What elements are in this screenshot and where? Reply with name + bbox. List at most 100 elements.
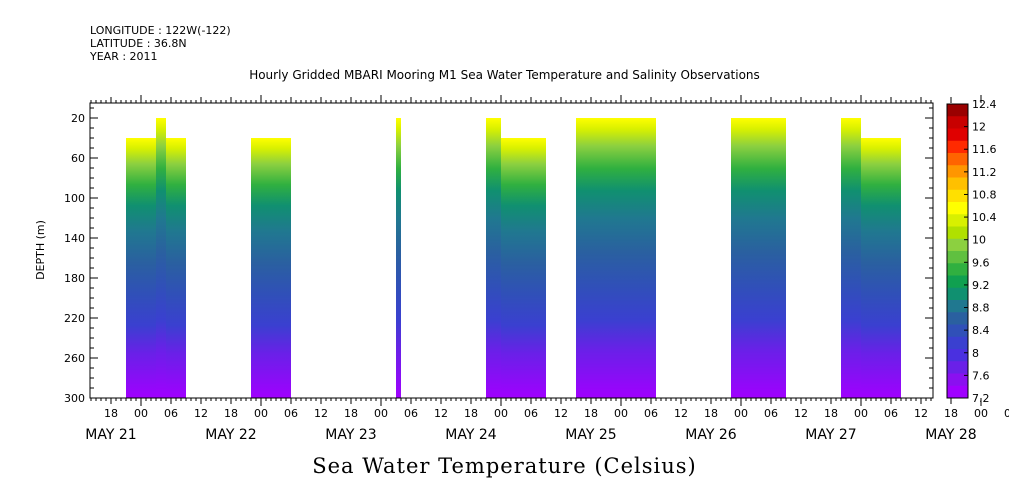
colorbar-segment	[947, 202, 968, 215]
x-tick-label: 18	[344, 407, 358, 420]
x-day-label: MAY 27	[805, 427, 856, 443]
x-tick-label: 18	[104, 407, 118, 420]
colorbar-label: 9.6	[972, 256, 990, 269]
colorbar-segment	[947, 189, 968, 203]
data-block	[396, 118, 401, 398]
x-tick-label: 12	[794, 407, 808, 420]
colorbar-segment	[947, 312, 968, 325]
colorbar-segment	[947, 153, 968, 166]
x-tick-label: 18	[824, 407, 838, 420]
colorbar-label: 7.6	[972, 369, 990, 382]
colorbar-segment	[947, 165, 968, 178]
y-tick-label: 140	[64, 232, 85, 245]
data-block	[486, 118, 546, 398]
colorbar-segment	[947, 336, 968, 350]
colorbar-label: 12	[972, 121, 986, 134]
chart-title: Hourly Gridded MBARI Mooring M1 Sea Wate…	[249, 68, 760, 82]
colorbar-label: 10.4	[972, 211, 997, 224]
x-tick-label: 06	[764, 407, 778, 420]
colorbar-frame	[946, 103, 969, 399]
colorbar-segment	[947, 104, 968, 117]
data-block	[731, 118, 786, 398]
y-tick-label: 220	[64, 312, 85, 325]
x-tick-label: 00	[254, 407, 268, 420]
colorbar-segment	[947, 263, 968, 276]
x-day-label: MAY 28	[925, 427, 976, 443]
colorbar-segment	[947, 238, 968, 252]
y-tick-label: 300	[64, 392, 85, 405]
x-tick-label: 06	[404, 407, 418, 420]
colorbar-segment	[947, 300, 968, 313]
colorbar-segment	[947, 275, 968, 289]
colorbar-segment	[947, 324, 968, 338]
year-label: YEAR : 2011	[90, 50, 158, 63]
colorbar-segment	[947, 349, 968, 362]
x-tick-label: 06	[1004, 407, 1009, 420]
data-block	[576, 118, 656, 398]
colorbar-label: 11.6	[972, 143, 997, 156]
x-tick-label: 00	[734, 407, 748, 420]
temperature-field	[486, 118, 501, 398]
colorbar-label: 11.2	[972, 166, 997, 179]
colorbar-segment	[947, 214, 968, 227]
x-day-label: MAY 25	[565, 427, 616, 443]
colorbar-label: 10.8	[972, 188, 997, 201]
x-tick-label: 06	[884, 407, 898, 420]
temperature-field	[576, 118, 656, 398]
x-day-label: MAY 22	[205, 427, 256, 443]
x-tick-label: 06	[164, 407, 178, 420]
x-day-label: MAY 26	[685, 427, 736, 443]
colorbar-label: 8	[972, 347, 979, 360]
x-tick-label: 18	[224, 407, 238, 420]
colorbar-segment	[947, 385, 968, 399]
colorbar-segment	[947, 361, 968, 374]
colorbar-segment	[947, 287, 968, 301]
data-block	[841, 118, 901, 398]
x-tick-label: 18	[944, 407, 958, 420]
x-tick-label: 00	[614, 407, 628, 420]
colorbar-segment	[947, 373, 968, 387]
x-tick-label: 18	[464, 407, 478, 420]
x-tick-label: 00	[494, 407, 508, 420]
x-tick-label: 18	[584, 407, 598, 420]
x-tick-label: 00	[974, 407, 988, 420]
colorbar-segment	[947, 116, 968, 129]
colorbar-segment	[947, 128, 968, 142]
x-tick-label: 06	[524, 407, 538, 420]
colorbar-label: 8.8	[972, 302, 990, 315]
y-tick-label: 180	[64, 272, 85, 285]
longitude-label: LONGITUDE : 122W(-122)	[90, 24, 231, 37]
x-tick-label: 12	[554, 407, 568, 420]
y-tick-label: 20	[71, 112, 85, 125]
x-day-label: MAY 23	[325, 427, 376, 443]
data-block	[251, 138, 291, 398]
temperature-field	[841, 118, 861, 398]
colorbar-label: 7.2	[972, 392, 990, 405]
colorbar-segment	[947, 226, 968, 240]
x-tick-label: 00	[134, 407, 148, 420]
x-tick-label: 12	[314, 407, 328, 420]
colorbar-segment	[947, 177, 968, 191]
colorbar-label: 8.4	[972, 324, 990, 337]
latitude-label: LATITUDE : 36.8N	[90, 37, 187, 50]
temperature-field	[731, 118, 786, 398]
x-tick-label: 06	[644, 407, 658, 420]
y-tick-label: 260	[64, 352, 85, 365]
colorbar-title: Sea Water Temperature (Celsius)	[312, 454, 697, 478]
colorbar-label: 10	[972, 234, 986, 247]
colorbar-label: 9.2	[972, 279, 990, 292]
y-axis-label: DEPTH (m)	[34, 220, 47, 280]
x-day-label: MAY 24	[445, 427, 496, 443]
colorbar-segment	[947, 251, 968, 264]
data-block	[126, 118, 186, 398]
x-tick-label: 06	[284, 407, 298, 420]
colorbar-label: 12.4	[972, 98, 997, 111]
x-tick-label: 12	[194, 407, 208, 420]
temperature-field	[251, 138, 291, 398]
y-tick-label: 100	[64, 192, 85, 205]
colorbar-segment	[947, 140, 968, 154]
x-tick-label: 12	[674, 407, 688, 420]
temperature-field	[156, 118, 166, 398]
y-tick-label: 60	[71, 152, 85, 165]
